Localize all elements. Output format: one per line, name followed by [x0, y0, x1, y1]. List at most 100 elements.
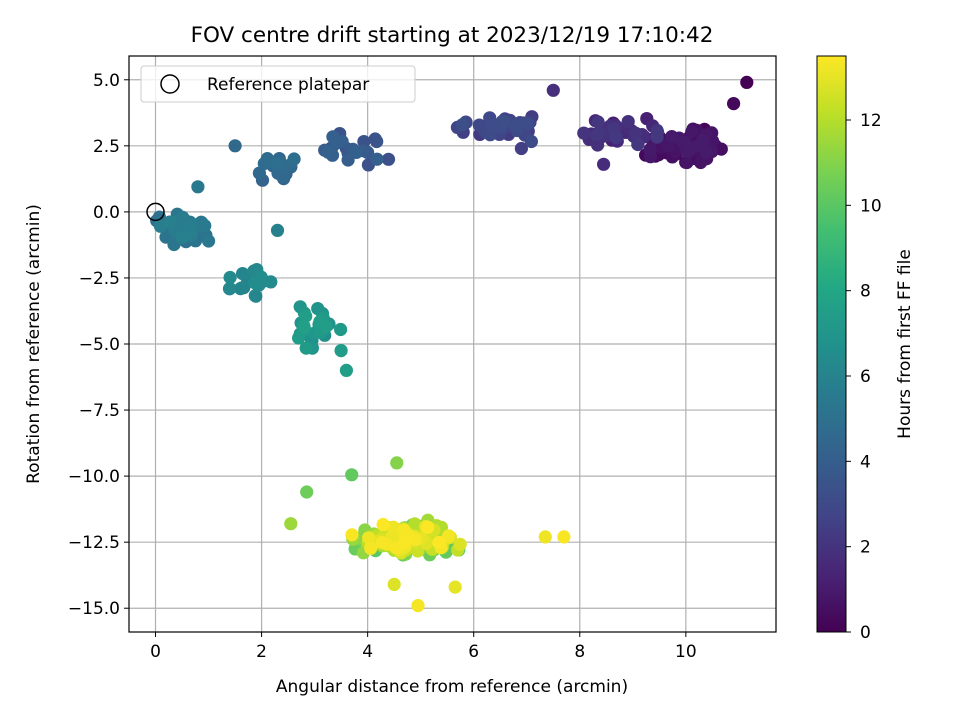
data-point [699, 145, 714, 160]
data-point [370, 134, 384, 149]
data-point [577, 126, 591, 140]
data-point [248, 276, 262, 290]
y-tick-label: −2.5 [79, 269, 120, 289]
data-point [223, 270, 237, 285]
data-point [287, 152, 301, 166]
y-tick-label: 2.5 [93, 137, 120, 157]
data-point [345, 528, 359, 542]
data-point [321, 145, 335, 159]
data-point [448, 580, 462, 594]
data-point [375, 535, 389, 550]
data-point [727, 97, 741, 111]
data-point [546, 83, 560, 97]
data-point [650, 130, 664, 144]
x-tick-label: 8 [574, 642, 585, 662]
data-point [387, 577, 401, 592]
data-point [297, 319, 311, 333]
data-point [591, 115, 605, 129]
data-point [621, 115, 635, 129]
y-tick-label: −12.5 [68, 533, 120, 553]
data-point [300, 485, 314, 499]
data-point [381, 152, 396, 166]
colorbar-tick-label: 4 [860, 452, 871, 472]
legend-marker-circle [160, 74, 180, 94]
x-tick-label: 6 [468, 642, 479, 662]
y-tick-label: −10.0 [68, 467, 120, 487]
colorbar-ticks: 0 2 4 6 8 10 12 [846, 111, 882, 643]
colorbar-tick-label: 0 [860, 623, 871, 643]
chart-title: FOV centre drift starting at 2023/12/19 … [191, 23, 714, 48]
colorbar: 0 2 4 6 8 10 12 Hours from first FF file [816, 55, 915, 643]
data-point [680, 145, 694, 159]
data-point [370, 152, 384, 166]
data-point [628, 126, 643, 140]
data-point [284, 517, 298, 531]
data-point [714, 142, 728, 156]
data-point [270, 223, 285, 237]
data-point [695, 133, 710, 148]
data-point [349, 145, 363, 159]
data-point [299, 341, 313, 355]
data-point [442, 529, 456, 543]
y-axis-ticks: 5.0 2.5 0.0 −2.5 −5.0 −7.5 −10.0 −12.5 −15.0 [68, 71, 129, 619]
y-axis-label: Rotation from reference (arcmin) [24, 204, 44, 484]
data-point [319, 320, 333, 334]
data-point [665, 130, 679, 144]
y-tick-label: −7.5 [79, 401, 120, 421]
colorbar-gradient [816, 55, 847, 633]
data-point [685, 125, 699, 139]
data-point [557, 530, 571, 544]
x-tick-label: 2 [256, 642, 267, 662]
data-point [292, 331, 306, 345]
data-point [390, 456, 404, 470]
data-point [362, 531, 376, 545]
data-point [376, 517, 390, 532]
colorbar-tick-label: 6 [860, 367, 871, 387]
y-tick-label: −15.0 [68, 599, 120, 619]
data-point [472, 118, 486, 132]
data-point [631, 137, 645, 152]
legend-entry-label: Reference platepar [207, 75, 369, 95]
data-point [432, 535, 446, 550]
data-point [334, 344, 348, 358]
data-point [236, 267, 250, 281]
data-point [590, 128, 604, 142]
data-point [339, 363, 353, 377]
data-point [269, 156, 283, 171]
colorbar-tick-label: 10 [860, 196, 882, 216]
data-point [680, 155, 694, 170]
data-point [408, 517, 422, 531]
data-point [233, 282, 248, 296]
y-tick-label: 0.0 [93, 203, 120, 223]
x-tick-label: 10 [675, 642, 697, 662]
data-point [198, 219, 212, 233]
colorbar-tick-label: 12 [860, 111, 882, 131]
colorbar-tick-label: 2 [860, 538, 871, 558]
data-point [257, 156, 271, 171]
y-tick-label: −5.0 [79, 335, 120, 355]
data-point [538, 530, 552, 544]
reference-platepar-marker [146, 202, 165, 222]
data-point [421, 520, 435, 534]
data-point [345, 468, 359, 482]
data-point [397, 523, 411, 537]
data-point [694, 155, 708, 170]
data-point [408, 532, 423, 547]
data-point [597, 157, 611, 171]
data-point [228, 139, 242, 153]
data-point [643, 142, 657, 157]
data-point [249, 289, 263, 303]
legend-box [140, 65, 416, 103]
data-points [150, 75, 754, 613]
data-point [329, 136, 343, 151]
data-point [202, 234, 216, 248]
data-point [455, 118, 469, 132]
data-point [299, 309, 313, 323]
data-point [524, 134, 539, 149]
data-point [182, 223, 196, 237]
data-point [591, 138, 605, 152]
data-point [496, 114, 511, 128]
x-tick-label: 0 [150, 642, 161, 662]
